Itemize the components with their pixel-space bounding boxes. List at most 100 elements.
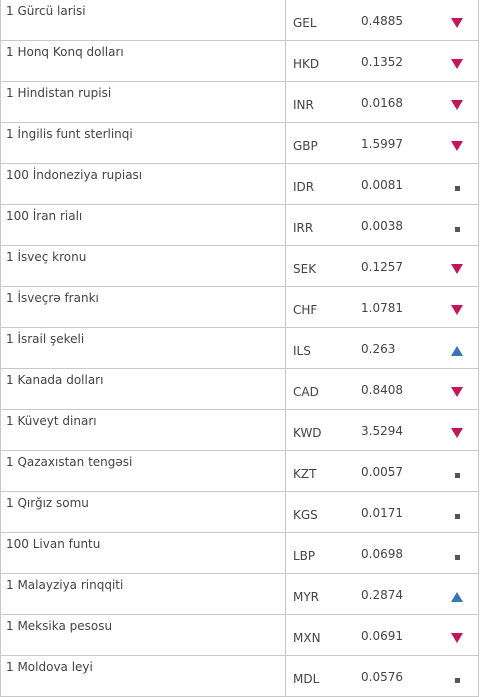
currency-name: 1 Gürcü larisi — [0, 0, 286, 41]
trend-up-icon — [451, 592, 463, 602]
trend-cell — [431, 450, 479, 492]
table-row: 1 İsveçrə frankı CHF 1.0781 — [0, 286, 479, 328]
currency-name: 1 Kanada dolları — [0, 368, 286, 410]
currency-name: 1 İsveç kronu — [0, 245, 286, 287]
trend-unchanged-icon — [455, 227, 460, 232]
currency-code: ILS — [285, 327, 353, 369]
exchange-rate-value: 0.2874 — [353, 573, 431, 615]
table-row: 1 İngilis funt sterlinqi GBP 1.5997 — [0, 122, 479, 164]
currency-code: IDR — [285, 163, 353, 205]
trend-down-icon — [451, 387, 463, 397]
currency-code: HKD — [285, 40, 353, 82]
trend-unchanged-icon — [455, 186, 460, 191]
currency-code: CHF — [285, 286, 353, 328]
table-row: 1 Qazaxıstan tengəsi KZT 0.0057 — [0, 450, 479, 492]
table-row: 1 Honq Konq dolları HKD 0.1352 — [0, 40, 479, 82]
trend-cell — [431, 286, 479, 328]
trend-down-icon — [451, 305, 463, 315]
trend-cell — [431, 614, 479, 656]
currency-name: 1 Meksika pesosu — [0, 614, 286, 656]
trend-down-icon — [451, 100, 463, 110]
exchange-rate-value: 1.0781 — [353, 286, 431, 328]
trend-up-icon — [451, 346, 463, 356]
currency-name: 1 Moldova leyi — [0, 655, 286, 697]
table-row: 1 Moldova leyi MDL 0.0576 — [0, 655, 479, 697]
trend-cell — [431, 573, 479, 615]
currency-name: 1 Qırğız somu — [0, 491, 286, 533]
currency-code: LBP — [285, 532, 353, 574]
trend-unchanged-icon — [455, 473, 460, 478]
trend-unchanged-icon — [455, 514, 460, 519]
exchange-rate-value: 0.263 — [353, 327, 431, 369]
trend-down-icon — [451, 264, 463, 274]
exchange-rate-value: 3.5294 — [353, 409, 431, 451]
trend-cell — [431, 532, 479, 574]
trend-cell — [431, 655, 479, 697]
table-row: 1 Qırğız somu KGS 0.0171 — [0, 491, 479, 533]
table-row: 1 İsrail şekeli ILS 0.263 — [0, 327, 479, 369]
currency-name: 1 İsveçrə frankı — [0, 286, 286, 328]
currency-code: GEL — [285, 0, 353, 41]
trend-cell — [431, 122, 479, 164]
currency-code: GBP — [285, 122, 353, 164]
exchange-rate-value: 0.1257 — [353, 245, 431, 287]
table-row: 1 Hindistan rupisi INR 0.0168 — [0, 81, 479, 123]
trend-cell — [431, 245, 479, 287]
currency-code: KGS — [285, 491, 353, 533]
currency-code: KZT — [285, 450, 353, 492]
trend-cell — [431, 368, 479, 410]
trend-unchanged-icon — [455, 678, 460, 683]
trend-cell — [431, 0, 479, 41]
currency-name: 1 Malayziya rinqqiti — [0, 573, 286, 615]
currency-code: MXN — [285, 614, 353, 656]
exchange-rate-value: 0.4885 — [353, 0, 431, 41]
currency-name: 100 İndoneziya rupiası — [0, 163, 286, 205]
currency-code: INR — [285, 81, 353, 123]
trend-cell — [431, 327, 479, 369]
exchange-rate-value: 0.0171 — [353, 491, 431, 533]
trend-cell — [431, 81, 479, 123]
exchange-rate-value: 0.0057 — [353, 450, 431, 492]
trend-cell — [431, 204, 479, 246]
table-row: 1 Küveyt dinarı KWD 3.5294 — [0, 409, 479, 451]
currency-code: SEK — [285, 245, 353, 287]
table-row: 1 Kanada dolları CAD 0.8408 — [0, 368, 479, 410]
currency-code: IRR — [285, 204, 353, 246]
table-row: 100 İran rialı IRR 0.0038 — [0, 204, 479, 246]
trend-down-icon — [451, 633, 463, 643]
exchange-rate-value: 1.5997 — [353, 122, 431, 164]
trend-cell — [431, 163, 479, 205]
trend-cell — [431, 40, 479, 82]
currency-name: 1 Küveyt dinarı — [0, 409, 286, 451]
trend-down-icon — [451, 59, 463, 69]
exchange-rate-value: 0.0168 — [353, 81, 431, 123]
currency-name: 1 Qazaxıstan tengəsi — [0, 450, 286, 492]
trend-down-icon — [451, 428, 463, 438]
currency-name: 1 İngilis funt sterlinqi — [0, 122, 286, 164]
exchange-rate-value: 0.0081 — [353, 163, 431, 205]
table-row: 100 İndoneziya rupiası IDR 0.0081 — [0, 163, 479, 205]
exchange-rate-value: 0.1352 — [353, 40, 431, 82]
exchange-rate-value: 0.0576 — [353, 655, 431, 697]
table-row: 1 İsveç kronu SEK 0.1257 — [0, 245, 479, 287]
currency-code: KWD — [285, 409, 353, 451]
currency-name: 100 İran rialı — [0, 204, 286, 246]
table-row: 1 Malayziya rinqqiti MYR 0.2874 — [0, 573, 479, 615]
exchange-rate-value: 0.0698 — [353, 532, 431, 574]
currency-name: 1 Hindistan rupisi — [0, 81, 286, 123]
trend-unchanged-icon — [455, 555, 460, 560]
currency-code: MDL — [285, 655, 353, 697]
currency-name: 1 Honq Konq dolları — [0, 40, 286, 82]
table-row: 100 Livan funtu LBP 0.0698 — [0, 532, 479, 574]
trend-cell — [431, 409, 479, 451]
currency-name: 1 İsrail şekeli — [0, 327, 286, 369]
currency-code: CAD — [285, 368, 353, 410]
exchange-rate-value: 0.0038 — [353, 204, 431, 246]
currency-name: 100 Livan funtu — [0, 532, 286, 574]
trend-down-icon — [451, 18, 463, 28]
table-row: 1 Meksika pesosu MXN 0.0691 — [0, 614, 479, 656]
currency-code: MYR — [285, 573, 353, 615]
trend-cell — [431, 491, 479, 533]
